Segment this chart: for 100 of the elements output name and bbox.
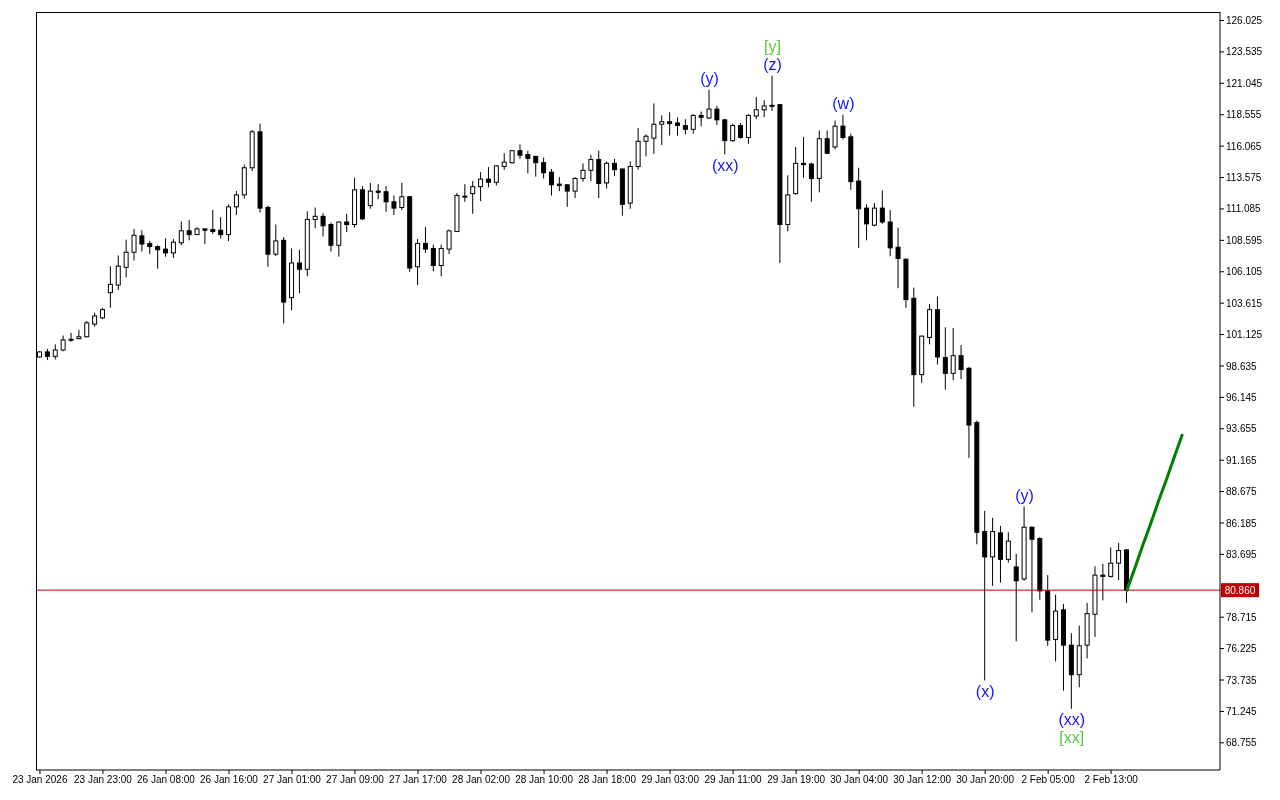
- candlestick: [391, 195, 397, 216]
- y-tick-label: 88.675: [1226, 486, 1258, 498]
- candlestick: [1116, 542, 1122, 581]
- x-tick-label: 30 Jan 04:00: [830, 774, 889, 786]
- candlestick: [1013, 553, 1019, 642]
- x-tick-label: 26 Jan 08:00: [137, 774, 196, 786]
- candlestick: [446, 229, 452, 255]
- candlestick: [139, 229, 145, 253]
- annotation: (y): [700, 70, 719, 88]
- x-tick-label: 28 Jan 02:00: [452, 774, 511, 786]
- y-tick-label: 101.125: [1226, 329, 1263, 341]
- y-tick-label: 86.185: [1226, 517, 1258, 529]
- y-tick-label: 98.635: [1226, 360, 1258, 372]
- x-tick-label: 28 Jan 10:00: [515, 774, 574, 786]
- y-tick-label: 113.575: [1226, 172, 1262, 184]
- candlestick: [328, 222, 334, 253]
- x-tick-label: 2 Feb 05:00: [1021, 774, 1076, 786]
- candlestick: [690, 113, 696, 135]
- candlestick: [107, 265, 113, 309]
- candlestick: [1100, 563, 1106, 601]
- candlestick: [730, 123, 736, 143]
- candlestick: [588, 154, 594, 182]
- candlestick: [604, 160, 610, 190]
- annotation: [y]: [764, 38, 781, 56]
- candlestick: [415, 238, 421, 286]
- candlestick: [202, 227, 208, 245]
- candlestick: [470, 180, 476, 215]
- y-tick-label: 78.715: [1226, 611, 1258, 623]
- candlestick: [769, 75, 775, 112]
- candlestick: [714, 105, 720, 126]
- y-tick-label: 106.105: [1226, 266, 1263, 278]
- candlestick: [312, 206, 318, 229]
- y-tick-label: 91.165: [1226, 454, 1258, 466]
- y-tick-label: 108.595: [1226, 234, 1263, 246]
- y-tick-label: 116.065: [1226, 140, 1262, 152]
- candlestick: [675, 116, 681, 137]
- y-tick-label: 76.225: [1226, 643, 1258, 655]
- x-tick-label: 30 Jan 12:00: [893, 774, 952, 786]
- y-tick-label: 96.145: [1226, 391, 1258, 403]
- candlestick: [698, 111, 704, 127]
- candlestick: [722, 118, 728, 155]
- y-tick-label: 118.555: [1226, 109, 1262, 121]
- candlestick: [131, 228, 137, 261]
- x-tick-label: 28 Jan 18:00: [578, 774, 637, 786]
- annotation: (y): [1015, 486, 1034, 504]
- candlestick: [367, 182, 373, 210]
- candlestick: [596, 150, 602, 199]
- candlestick: [942, 326, 948, 391]
- x-tick-label: 29 Jan 03:00: [641, 774, 700, 786]
- candlestick: [210, 209, 216, 235]
- candlestick: [895, 227, 901, 289]
- candlestick: [824, 130, 830, 155]
- y-tick-label: 73.735: [1226, 674, 1258, 686]
- candlestick: [383, 185, 389, 213]
- candlestick: [667, 111, 673, 137]
- candlestick: [864, 203, 870, 241]
- candlestick: [123, 239, 129, 278]
- candlestick: [840, 114, 846, 140]
- candlestick: [344, 213, 350, 233]
- x-tick-label: 29 Jan 19:00: [767, 774, 826, 786]
- candlestick: [178, 220, 184, 246]
- candlestick: [1029, 526, 1035, 613]
- line-series: [1125, 433, 1184, 592]
- annotation: [xx]: [1059, 729, 1085, 747]
- candlestick: [76, 329, 82, 340]
- candlestick: [218, 216, 224, 239]
- y-tick-label: 121.045: [1226, 77, 1263, 89]
- annotation: (x): [975, 682, 995, 700]
- candlestick: [422, 226, 428, 254]
- x-tick-label: 29 Jan 11:00: [704, 774, 763, 786]
- annotation: (xx): [711, 156, 739, 174]
- candlestick: [186, 219, 192, 241]
- candlestick: [541, 157, 547, 179]
- x-tick-label: 23 Jan 2026: [12, 774, 68, 786]
- candlestick: [808, 162, 814, 203]
- candlestick: [580, 162, 586, 183]
- candlestick: [320, 212, 326, 237]
- candlestick: [525, 150, 531, 174]
- candlestick: [517, 143, 523, 160]
- candlestick: [832, 119, 838, 150]
- candlestick: [233, 190, 239, 216]
- candlestick: [493, 164, 499, 186]
- candlestick: [651, 102, 657, 155]
- candlestick: [399, 182, 405, 211]
- x-tick-label: 30 Jan 20:00: [956, 774, 1015, 786]
- candlestick: [706, 89, 712, 120]
- candlestick: [155, 244, 161, 270]
- candlestick: [115, 254, 121, 291]
- y-tick-label: 111.085: [1226, 203, 1262, 215]
- candlestick: [745, 113, 751, 145]
- candlestick: [296, 249, 302, 294]
- x-tick-label: 27 Jan 09:00: [326, 774, 385, 786]
- candlestick: [163, 237, 169, 258]
- y-tick-label: 123.535: [1226, 46, 1263, 58]
- candlestick: [1108, 546, 1114, 579]
- x-tick-label: 27 Jan 17:00: [389, 774, 448, 786]
- y-tick-label: 93.655: [1226, 423, 1258, 435]
- candlestick: [753, 96, 759, 120]
- annotation: (xx): [1058, 711, 1086, 729]
- annotation: (z): [763, 56, 782, 74]
